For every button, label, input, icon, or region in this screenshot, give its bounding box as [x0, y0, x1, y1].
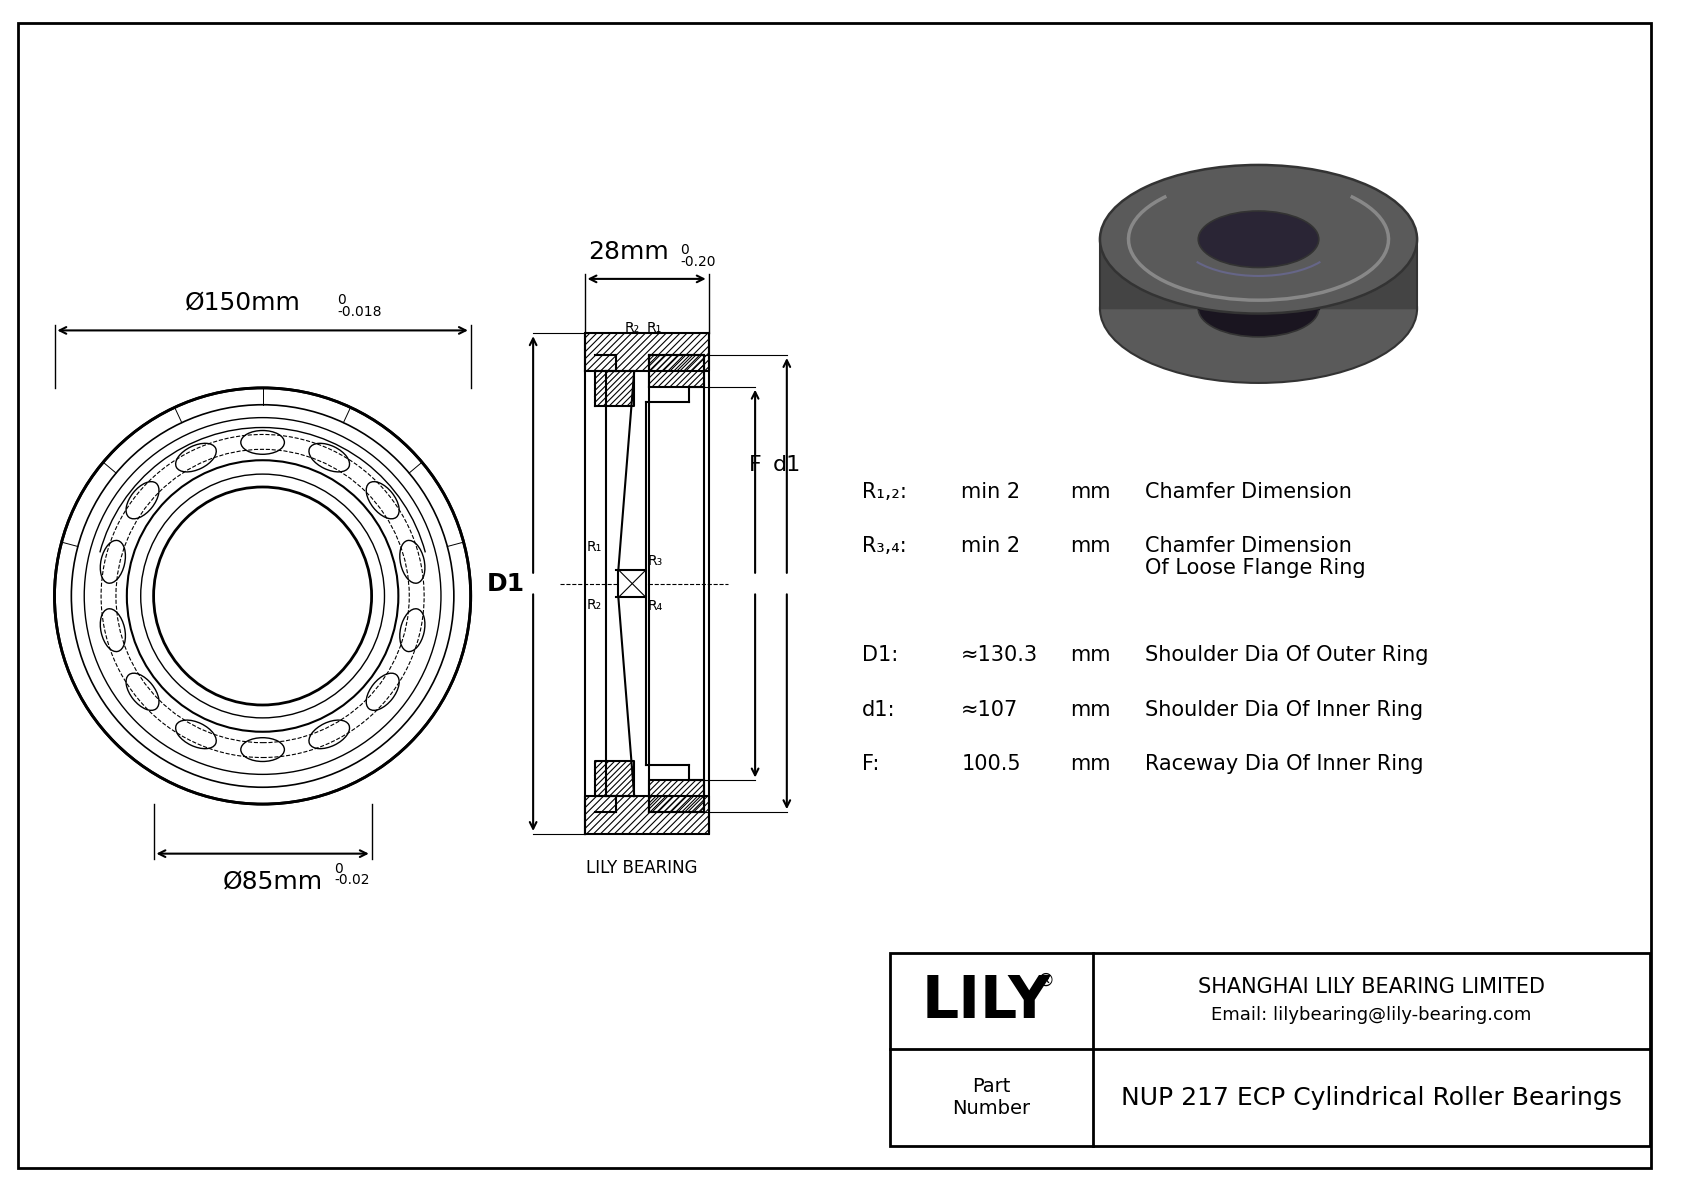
Text: mm: mm [1071, 754, 1111, 774]
Text: LILY BEARING: LILY BEARING [586, 859, 697, 877]
Text: Email: lilybearing@lily-bearing.com: Email: lilybearing@lily-bearing.com [1211, 1006, 1532, 1024]
Ellipse shape [399, 541, 424, 584]
Ellipse shape [54, 388, 472, 804]
Text: Ø150mm: Ø150mm [185, 291, 301, 314]
Text: R₁: R₁ [586, 540, 601, 554]
Text: min 2: min 2 [962, 482, 1021, 501]
Text: R₂: R₂ [625, 322, 640, 336]
Ellipse shape [1100, 235, 1416, 384]
Text: Shoulder Dia Of Inner Ring: Shoulder Dia Of Inner Ring [1145, 700, 1423, 719]
Text: ≈130.3: ≈130.3 [962, 646, 1039, 666]
Text: F: F [749, 455, 761, 475]
Text: NUP 217 ECP Cylindrical Roller Bearings: NUP 217 ECP Cylindrical Roller Bearings [1122, 1086, 1622, 1110]
Ellipse shape [365, 481, 399, 519]
Text: R₁: R₁ [647, 322, 662, 336]
Text: -0.018: -0.018 [337, 305, 381, 318]
Ellipse shape [126, 481, 158, 519]
Polygon shape [1199, 239, 1319, 308]
Ellipse shape [54, 388, 472, 804]
Ellipse shape [175, 443, 216, 472]
Text: R₂: R₂ [586, 598, 601, 612]
Text: Part
Number: Part Number [953, 1077, 1031, 1118]
Text: 100.5: 100.5 [962, 754, 1021, 774]
Polygon shape [618, 569, 647, 598]
Text: ®: ® [1037, 972, 1054, 990]
Ellipse shape [241, 737, 285, 761]
Ellipse shape [101, 609, 125, 651]
Text: -0.20: -0.20 [680, 255, 716, 269]
Text: Ø85mm: Ø85mm [222, 869, 323, 893]
Text: 0: 0 [337, 293, 345, 306]
Text: Raceway Dia Of Inner Ring: Raceway Dia Of Inner Ring [1145, 754, 1423, 774]
Ellipse shape [1100, 164, 1416, 313]
Text: ≈107: ≈107 [962, 700, 1019, 719]
Text: F:: F: [862, 754, 879, 774]
Ellipse shape [1199, 211, 1319, 268]
Text: mm: mm [1071, 700, 1111, 719]
Ellipse shape [241, 430, 285, 454]
Text: Chamfer Dimension: Chamfer Dimension [1145, 536, 1352, 556]
Text: R₄: R₄ [648, 599, 663, 613]
Polygon shape [648, 780, 704, 812]
Text: -0.02: -0.02 [333, 873, 369, 887]
Text: SHANGHAI LILY BEARING LIMITED: SHANGHAI LILY BEARING LIMITED [1197, 977, 1544, 997]
Text: mm: mm [1071, 646, 1111, 666]
Ellipse shape [101, 541, 125, 584]
Text: 28mm: 28mm [588, 241, 669, 264]
Text: Of Loose Flange Ring: Of Loose Flange Ring [1145, 559, 1366, 579]
Ellipse shape [1199, 280, 1319, 337]
Polygon shape [1100, 239, 1416, 313]
Ellipse shape [399, 609, 424, 651]
Text: R₃,₄:: R₃,₄: [862, 536, 906, 556]
Polygon shape [584, 796, 709, 834]
Polygon shape [648, 355, 704, 387]
Text: 0: 0 [333, 861, 344, 875]
Text: R₁,₂:: R₁,₂: [862, 482, 908, 501]
Bar [889, 953, 1650, 1146]
Text: 0: 0 [680, 243, 689, 257]
Text: R₃: R₃ [648, 554, 663, 568]
Text: LILY: LILY [921, 973, 1051, 1029]
Text: d1: d1 [773, 455, 802, 475]
Text: mm: mm [1071, 536, 1111, 556]
Polygon shape [584, 333, 709, 372]
Text: d1:: d1: [862, 700, 896, 719]
Ellipse shape [175, 721, 216, 749]
Text: D1:: D1: [862, 646, 898, 666]
Polygon shape [594, 761, 635, 796]
Text: Shoulder Dia Of Outer Ring: Shoulder Dia Of Outer Ring [1145, 646, 1428, 666]
Ellipse shape [126, 673, 158, 710]
Ellipse shape [308, 721, 350, 749]
Polygon shape [594, 372, 635, 406]
Ellipse shape [308, 443, 350, 472]
Text: min 2: min 2 [962, 536, 1021, 556]
Ellipse shape [365, 673, 399, 710]
Text: Chamfer Dimension: Chamfer Dimension [1145, 482, 1352, 501]
Text: D1: D1 [487, 572, 524, 596]
Text: mm: mm [1071, 482, 1111, 501]
